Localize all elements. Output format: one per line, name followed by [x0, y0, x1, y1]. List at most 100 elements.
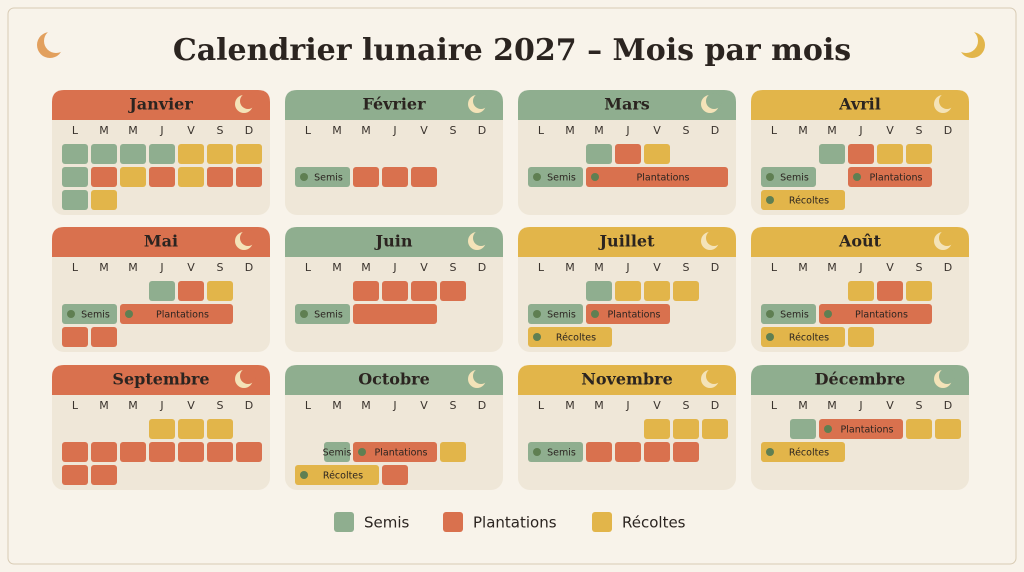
cell-icon [591, 173, 599, 181]
day-cell [906, 144, 932, 164]
cell-label: Semis [547, 310, 576, 321]
cell-label: Plantations [870, 173, 923, 184]
card-header [285, 227, 503, 257]
cell-label: Semis [323, 448, 352, 459]
card-header [285, 90, 503, 120]
cell-icon [766, 310, 774, 318]
weekday: M [128, 124, 138, 137]
day-cell [62, 442, 88, 462]
month-name: Avril [838, 95, 881, 114]
cell-label: Semis [780, 310, 809, 321]
weekday: D [478, 399, 486, 412]
weekday: L [305, 399, 312, 412]
day-cell [644, 281, 670, 301]
day-cell [207, 144, 233, 164]
day-cell [615, 281, 641, 301]
day-cell [149, 281, 175, 301]
day-cell [673, 419, 699, 439]
cell-label: Récoltes [556, 333, 596, 344]
month-card: Mars L M M J V S D Semis Plantations [518, 90, 736, 215]
day-cell [382, 281, 408, 301]
moon-cut [706, 368, 722, 384]
day-cell [848, 167, 932, 187]
cell-label: Récoltes [789, 333, 829, 344]
month-name: Mai [144, 232, 178, 251]
day-cell [761, 327, 845, 347]
moon-cut [954, 29, 978, 53]
cell-icon [766, 196, 774, 204]
weekday: M [827, 124, 837, 137]
weekday: M [565, 399, 575, 412]
weekday: S [916, 124, 923, 137]
weekday: L [305, 124, 312, 137]
day-cell [586, 167, 728, 187]
day-cell [91, 465, 117, 485]
day-cell [877, 281, 903, 301]
weekday: L [72, 124, 79, 137]
day-cell [324, 442, 350, 462]
cell-label: Semis [314, 310, 343, 321]
day-cell [673, 442, 699, 462]
cell-icon [533, 333, 541, 341]
day-cell [790, 419, 816, 439]
weekday: J [392, 124, 396, 137]
cell-icon [766, 333, 774, 341]
weekday: L [72, 399, 79, 412]
cell-label: Semis [547, 173, 576, 184]
weekday: J [625, 124, 629, 137]
day-cell [120, 442, 146, 462]
cell-icon [766, 448, 774, 456]
weekday: D [711, 399, 719, 412]
day-cell [91, 144, 117, 164]
weekday: M [565, 261, 575, 274]
day-cell [91, 327, 117, 347]
weekday: L [771, 124, 778, 137]
weekday: V [187, 124, 195, 137]
month-name: Mars [604, 95, 650, 114]
day-cell [178, 442, 204, 462]
moon-cut [240, 368, 256, 384]
day-cell [178, 144, 204, 164]
legend-swatch [334, 512, 354, 532]
moon-cut [473, 93, 489, 109]
day-cell [440, 281, 466, 301]
weekday: M [594, 399, 604, 412]
day-cell [120, 167, 146, 187]
weekday: M [565, 124, 575, 137]
moon-cut [473, 368, 489, 384]
weekday: J [625, 261, 629, 274]
day-cell [586, 442, 612, 462]
cell-label: Récoltes [789, 196, 829, 207]
cell-icon [300, 471, 308, 479]
weekday: J [625, 399, 629, 412]
day-cell [819, 144, 845, 164]
weekday: V [187, 399, 195, 412]
cell-icon [125, 310, 133, 318]
cell-label: Semis [547, 448, 576, 459]
weekday: M [332, 399, 342, 412]
weekday: V [653, 124, 661, 137]
weekday: L [538, 124, 545, 137]
card-header [518, 227, 736, 257]
month-name: Novembre [581, 370, 673, 389]
weekday: V [420, 261, 428, 274]
cell-icon [591, 310, 599, 318]
cell-icon [533, 173, 541, 181]
day-cell [236, 167, 262, 187]
cell-label: Semis [81, 310, 110, 321]
weekday: D [245, 261, 253, 274]
frame [7, 7, 1017, 565]
day-cell [295, 465, 379, 485]
weekday: D [478, 261, 486, 274]
weekday: S [916, 261, 923, 274]
day-cell [411, 281, 437, 301]
month-card: Avril L M M J V S D Semis Plantations Récoltes [751, 90, 969, 215]
weekday: D [478, 124, 486, 137]
day-cell [207, 442, 233, 462]
day-cell [62, 167, 88, 187]
weekday: D [245, 124, 253, 137]
month-card: Décembre L M M J V S D Plantations Récoltes [751, 365, 969, 490]
weekday: S [217, 399, 224, 412]
weekday: V [886, 261, 894, 274]
